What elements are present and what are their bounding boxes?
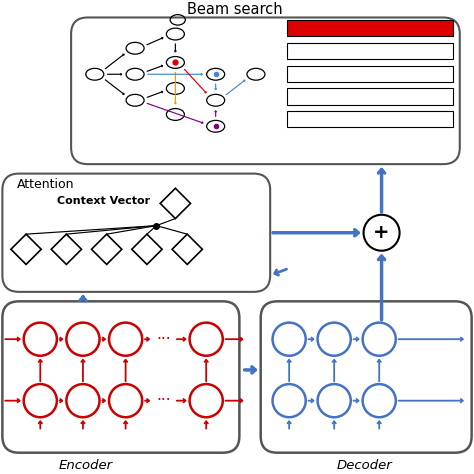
Circle shape	[109, 384, 142, 417]
Circle shape	[318, 384, 351, 417]
Bar	[287, 43, 453, 59]
Ellipse shape	[126, 68, 144, 80]
Ellipse shape	[207, 120, 225, 132]
Bar	[287, 20, 453, 36]
Ellipse shape	[166, 56, 184, 68]
Polygon shape	[172, 234, 202, 264]
Text: Attention: Attention	[17, 178, 74, 191]
Ellipse shape	[207, 94, 225, 106]
Ellipse shape	[207, 68, 225, 80]
Circle shape	[66, 384, 100, 417]
Circle shape	[109, 323, 142, 356]
Circle shape	[363, 384, 396, 417]
Text: ···: ···	[156, 393, 171, 408]
Ellipse shape	[126, 94, 144, 106]
Circle shape	[364, 215, 400, 251]
Polygon shape	[51, 234, 82, 264]
Circle shape	[24, 384, 57, 417]
Circle shape	[318, 323, 351, 356]
Ellipse shape	[126, 42, 144, 54]
Circle shape	[190, 323, 223, 356]
Circle shape	[273, 323, 306, 356]
Circle shape	[190, 384, 223, 417]
Circle shape	[273, 384, 306, 417]
Text: Beam search: Beam search	[187, 2, 283, 17]
Ellipse shape	[166, 82, 184, 94]
Text: Context Vector: Context Vector	[57, 196, 150, 206]
Polygon shape	[11, 234, 41, 264]
Text: Encoder: Encoder	[58, 459, 112, 472]
Circle shape	[363, 323, 396, 356]
Polygon shape	[160, 188, 191, 219]
Ellipse shape	[86, 68, 104, 80]
Bar	[287, 89, 453, 105]
FancyBboxPatch shape	[261, 301, 472, 453]
Ellipse shape	[166, 28, 184, 40]
Text: +: +	[374, 223, 390, 242]
Circle shape	[24, 323, 57, 356]
FancyBboxPatch shape	[2, 301, 239, 453]
Bar	[287, 66, 453, 82]
Ellipse shape	[247, 68, 265, 80]
Polygon shape	[91, 234, 122, 264]
Bar	[287, 111, 453, 127]
Text: Decoder: Decoder	[337, 459, 393, 472]
FancyBboxPatch shape	[71, 18, 460, 164]
Polygon shape	[132, 234, 162, 264]
Text: ···: ···	[156, 332, 171, 346]
Ellipse shape	[166, 109, 184, 120]
FancyBboxPatch shape	[2, 173, 270, 292]
Circle shape	[66, 323, 100, 356]
